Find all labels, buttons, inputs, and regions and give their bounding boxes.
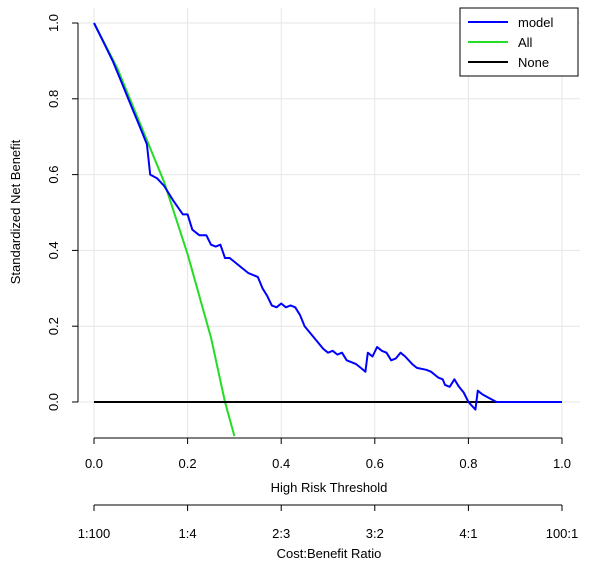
series-line-model bbox=[93, 22, 562, 411]
secondary-axis-title: Cost:Benefit Ratio bbox=[277, 546, 382, 561]
series-lines bbox=[93, 22, 562, 437]
x-tick-label: 0.2 bbox=[179, 456, 197, 471]
series-line-all bbox=[93, 22, 236, 437]
y-tick-label: 0.2 bbox=[46, 317, 61, 335]
x-tick-label: 0.6 bbox=[366, 456, 384, 471]
y-tick-label: 0.8 bbox=[46, 90, 61, 108]
secondary-tick-label: 4:1 bbox=[459, 526, 477, 541]
x-tick-label: 0.4 bbox=[272, 456, 290, 471]
x-tick-label: 0.0 bbox=[85, 456, 103, 471]
legend-label-none: None bbox=[518, 55, 549, 70]
plot-background bbox=[78, 8, 580, 438]
y-axis-title: Standardized Net Benefit bbox=[8, 139, 23, 284]
y-tick-label: 0.0 bbox=[46, 393, 61, 411]
legend-label-model: model bbox=[518, 15, 554, 30]
y-tick-label: 0.4 bbox=[46, 241, 61, 259]
secondary-tick-label: 2:3 bbox=[272, 526, 290, 541]
secondary-tick-label: 1:4 bbox=[179, 526, 197, 541]
x-tick-label: 0.8 bbox=[459, 456, 477, 471]
y-tick-label: 1.0 bbox=[46, 14, 61, 32]
x-axis-title: High Risk Threshold bbox=[271, 480, 388, 495]
secondary-tick-label: 100:1 bbox=[546, 526, 579, 541]
axes: 0.0 0.2 0.4 0.6 0.8 1.0 0.0 0.2 0.4 0.6 0.8 1.0 1:10… bbox=[46, 14, 578, 541]
legend-label-all: All bbox=[518, 35, 533, 50]
secondary-tick-label: 1:100 bbox=[78, 526, 111, 541]
grid-lines bbox=[78, 8, 580, 438]
secondary-tick-label: 3:2 bbox=[366, 526, 384, 541]
x-tick-label: 1.0 bbox=[553, 456, 571, 471]
legend: model All None bbox=[459, 7, 579, 77]
y-tick-label: 0.6 bbox=[46, 166, 61, 184]
